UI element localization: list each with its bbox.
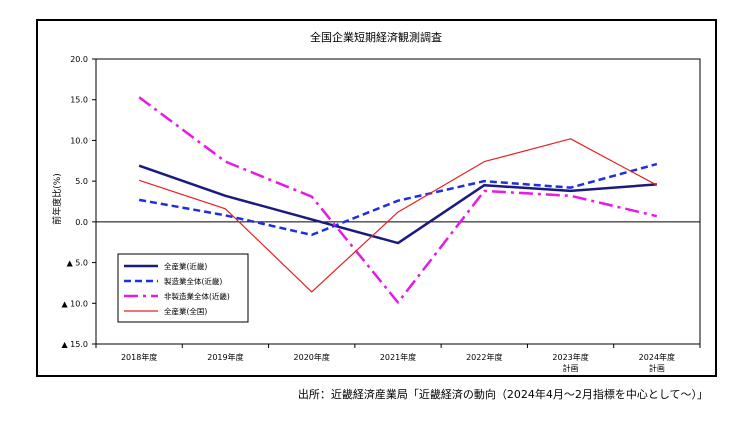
y-tick-label: ▲ 15.0: [61, 340, 88, 349]
chart-frame: 全国企業短期経済観測調査 前年度比(%) 20.0 15.0 10.0 5.0 0.0 ▲…: [36, 19, 717, 377]
x-tick-label: 2023年度: [552, 352, 588, 362]
x-tick-label: 2024年度: [639, 352, 675, 362]
x-tick-label: 2020年度: [294, 352, 330, 362]
x-tick-label: 2021年度: [380, 352, 416, 362]
x-tick-label: 2022年度: [466, 352, 502, 362]
y-tick-label: 10.0: [70, 136, 88, 145]
y-tick-label: 0.0: [75, 218, 88, 227]
source-note: 出所：近畿経済産業局「近畿経済の動向（2024年4月〜2月指標を中心として〜）」: [297, 388, 708, 401]
plot-border: [95, 58, 701, 345]
y-tick-label: 20.0: [70, 55, 88, 64]
x-tick-label: 2018年度: [121, 352, 157, 362]
y-tick-label: 15.0: [70, 96, 88, 105]
x-tick-label: 2019年度: [207, 352, 243, 362]
y-tick-label: ▲ 5.0: [67, 259, 88, 268]
line-chart: 全国企業短期経済観測調査 前年度比(%) 20.0 15.0 10.0 5.0 0.0 ▲…: [51, 30, 701, 373]
series-line-2: [138, 162, 658, 237]
legend-label: 全産業(全国): [164, 306, 207, 316]
x-tick-label: 計画: [649, 363, 665, 373]
legend-label: 製造業全体(近畿): [164, 276, 222, 286]
x-tick-label: 計画: [563, 363, 579, 373]
chart-title: 全国企業短期経済観測調査: [310, 30, 442, 44]
legend-label: 非製造業全体(近畿): [164, 291, 230, 301]
series-line-3: [138, 96, 658, 304]
y-tick-label: ▲ 10.0: [61, 299, 88, 308]
plot-area: 20.0 15.0 10.0 5.0 0.0 ▲ 5.0 ▲ 10.0 ▲ 15.0 2018年…: [61, 55, 701, 373]
series-line-1: [138, 164, 657, 245]
y-tick-label: 5.0: [75, 177, 88, 186]
legend-label: 全産業(近畿): [164, 261, 207, 271]
legend: 全産業(近畿) 製造業全体(近畿) 非製造業全体(近畿) 全産業(全国): [117, 253, 249, 323]
series-line-4: [138, 138, 658, 293]
y-axis-label: 前年度比(%): [51, 173, 63, 225]
